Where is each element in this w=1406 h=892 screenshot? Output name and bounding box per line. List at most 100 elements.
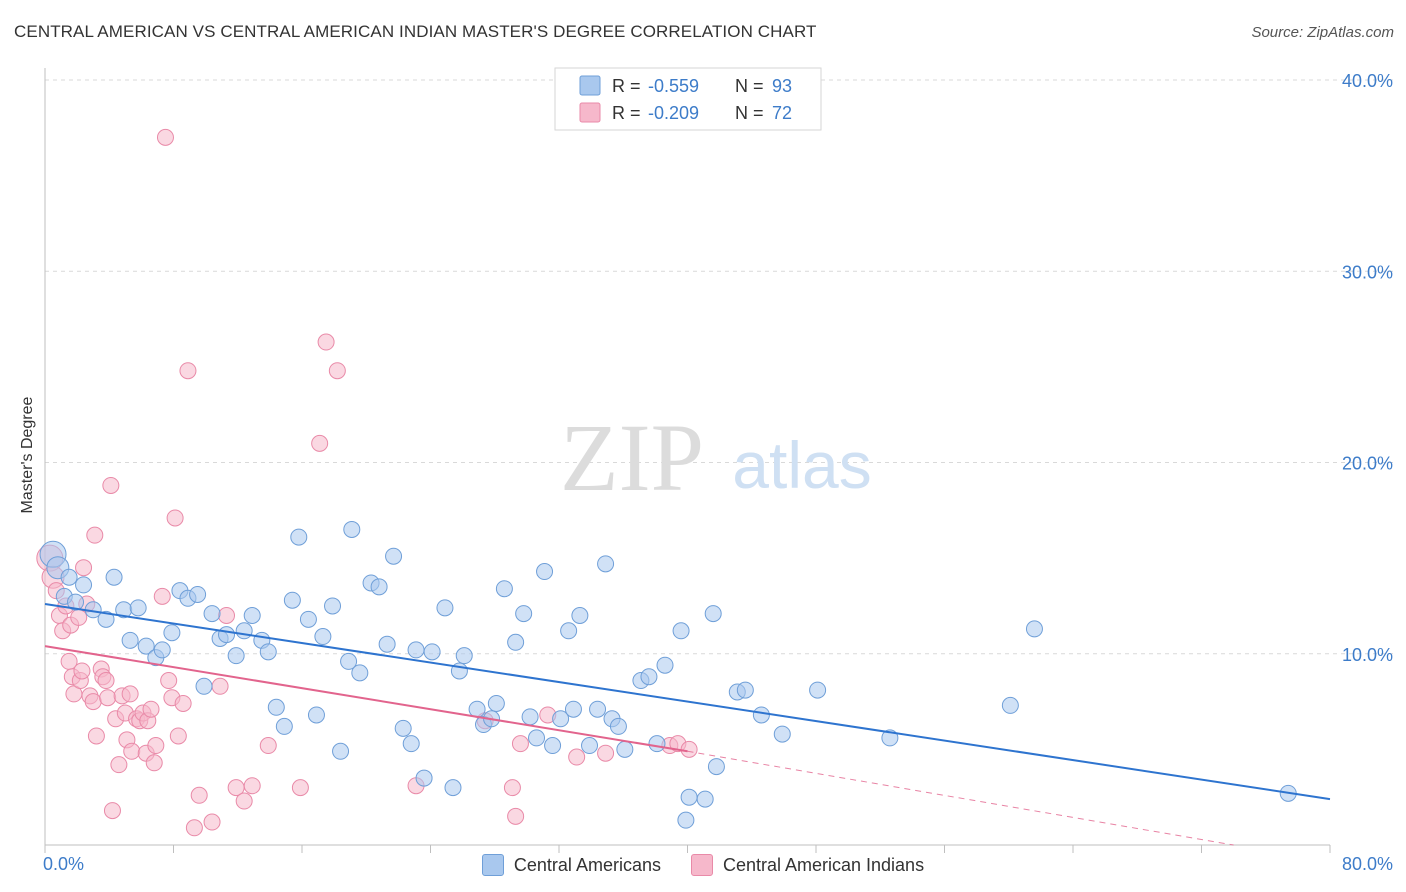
data-point [243, 607, 261, 624]
data-point [324, 597, 342, 615]
legend-top-n-label-pink: N = [735, 103, 764, 123]
data-point [696, 790, 714, 808]
source-label: Source: ZipAtlas.com [1251, 24, 1394, 41]
data-point [455, 647, 473, 665]
data-point [121, 685, 139, 703]
data-point [259, 643, 277, 661]
data-point [121, 631, 139, 649]
data-point [528, 729, 546, 747]
data-point [507, 633, 525, 651]
data-point [190, 786, 208, 804]
data-point [340, 652, 358, 670]
data-point [211, 677, 229, 695]
data-point [160, 672, 178, 690]
legend-top-n-value-blue: 93 [772, 76, 792, 96]
trend-lines [44, 603, 1331, 846]
legend-top-r-label-blue: R = [612, 76, 641, 96]
y-tick-label: 30.0% [1342, 262, 1393, 282]
data-point [511, 735, 529, 753]
legend-item-central-americans[interactable]: Central Americans [481, 852, 661, 878]
data-point [60, 568, 78, 586]
data-point [444, 779, 462, 797]
legend-swatch-blue [481, 854, 504, 876]
data-point [307, 706, 325, 724]
data-point [218, 626, 236, 644]
data-point [102, 476, 120, 494]
x-tick-label-max: 80.0% [1342, 854, 1393, 874]
data-point [67, 593, 85, 611]
data-point [809, 681, 827, 699]
data-point [87, 727, 105, 745]
data-point [560, 622, 578, 640]
data-point [110, 756, 128, 774]
legend-bottom: Central Americans Central American India… [0, 852, 1406, 878]
data-point [503, 779, 521, 797]
data-point [736, 681, 754, 699]
data-point [468, 700, 486, 718]
data-point [648, 735, 666, 753]
data-point [597, 744, 615, 762]
legend-top-swatch-pink [579, 102, 601, 123]
data-point [1001, 696, 1019, 714]
legend-top: R = -0.559 N = 93 R = -0.209 N = 72 [554, 67, 822, 131]
data-point [156, 128, 174, 146]
data-point [677, 811, 695, 829]
data-point [415, 769, 433, 787]
data-point [275, 717, 293, 735]
data-point [616, 740, 634, 758]
data-point [235, 792, 253, 810]
legend-top-r-label-pink: R = [612, 103, 641, 123]
legend-item-central-american-indians[interactable]: Central American Indians [690, 852, 924, 878]
y-tick-label: 10.0% [1342, 645, 1393, 665]
data-point [163, 624, 181, 642]
data-point [235, 622, 253, 640]
data-point [568, 748, 586, 766]
data-point [521, 708, 539, 726]
data-point [84, 693, 102, 711]
data-point [707, 758, 725, 776]
data-point [290, 528, 308, 546]
data-point [291, 779, 309, 797]
data-point [99, 689, 117, 707]
data-point [581, 737, 599, 755]
data-point [153, 587, 171, 605]
trend-line-extension-central-american-indians [687, 750, 1234, 846]
data-point [656, 656, 674, 674]
data-point [402, 735, 420, 753]
data-point [370, 578, 388, 596]
data-point [203, 605, 221, 623]
data-point [507, 807, 525, 825]
data-point [169, 727, 187, 745]
data-point [259, 737, 277, 755]
data-point [328, 362, 346, 380]
data-point [351, 664, 369, 682]
watermark: ZIP atlas [560, 404, 872, 511]
data-point [218, 607, 236, 624]
data-point [552, 710, 570, 728]
data-point [609, 717, 627, 735]
legend-top-n-label-blue: N = [735, 76, 764, 96]
data-point [343, 520, 361, 538]
data-point [137, 637, 155, 655]
data-point [86, 526, 104, 544]
data-point [189, 585, 207, 603]
data-point [299, 610, 317, 628]
trend-line-central-americans [44, 603, 1331, 801]
data-point [597, 555, 615, 573]
data-point [97, 610, 115, 628]
data-point [145, 754, 163, 772]
legend-swatch-pink [690, 854, 713, 876]
y-tick-label: 40.0% [1342, 71, 1393, 91]
data-point [436, 599, 454, 617]
data-point [129, 599, 147, 617]
data-point [73, 662, 91, 680]
watermark-zip: ZIP [560, 404, 704, 511]
data-point [495, 580, 513, 598]
axes [44, 68, 1331, 853]
data-point [487, 694, 505, 712]
data-point [407, 641, 425, 659]
data-point [1025, 620, 1043, 638]
data-point [179, 362, 197, 380]
data-point [544, 737, 562, 755]
